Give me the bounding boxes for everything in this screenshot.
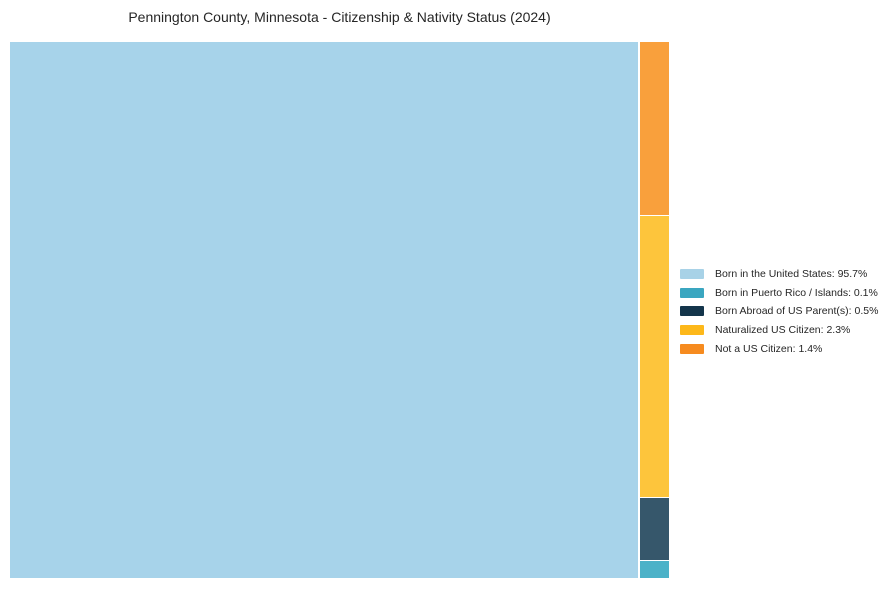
- treemap-block-not-a-us-citizen[interactable]: [640, 42, 669, 215]
- treemap-block-born-in-united-states[interactable]: [10, 42, 638, 578]
- treemap-block-born-abroad-of-us-parents[interactable]: [640, 498, 669, 560]
- legend-label-naturalized-us-citizen: Naturalized US Citizen: 2.3%: [715, 324, 851, 337]
- legend-label-born-in-puerto-rico-islands: Born in Puerto Rico / Islands: 0.1%: [715, 286, 878, 299]
- legend-swatch-naturalized-us-citizen: [680, 325, 704, 336]
- treemap-minor-column: [640, 42, 669, 578]
- legend-label-born-abroad-of-us-parents: Born Abroad of US Parent(s): 0.5%: [715, 305, 879, 318]
- legend-item-not-a-us-citizen: Not a US Citizen: 1.4%: [680, 339, 878, 358]
- legend-item-born-abroad-of-us-parents: Born Abroad of US Parent(s): 0.5%: [680, 302, 878, 321]
- legend-swatch-born-in-puerto-rico-islands: [680, 287, 704, 298]
- legend-swatch-born-in-united-states: [680, 269, 704, 280]
- treemap-block-naturalized-us-citizen[interactable]: [640, 216, 669, 497]
- legend-swatch-born-abroad-of-us-parents: [680, 306, 704, 317]
- legend-item-born-in-united-states: Born in the United States: 95.7%: [680, 265, 878, 284]
- legend-item-naturalized-us-citizen: Naturalized US Citizen: 2.3%: [680, 321, 878, 340]
- legend-item-born-in-puerto-rico-islands: Born in Puerto Rico / Islands: 0.1%: [680, 284, 878, 303]
- legend-label-not-a-us-citizen: Not a US Citizen: 1.4%: [715, 342, 823, 355]
- legend: Born in the United States: 95.7% Born in…: [680, 265, 878, 358]
- chart-title: Pennington County, Minnesota - Citizensh…: [128, 9, 551, 25]
- legend-label-born-in-united-states: Born in the United States: 95.7%: [715, 268, 868, 281]
- treemap: [10, 42, 669, 578]
- treemap-block-born-in-puerto-rico-islands[interactable]: [640, 561, 669, 578]
- legend-swatch-not-a-us-citizen: [680, 343, 704, 354]
